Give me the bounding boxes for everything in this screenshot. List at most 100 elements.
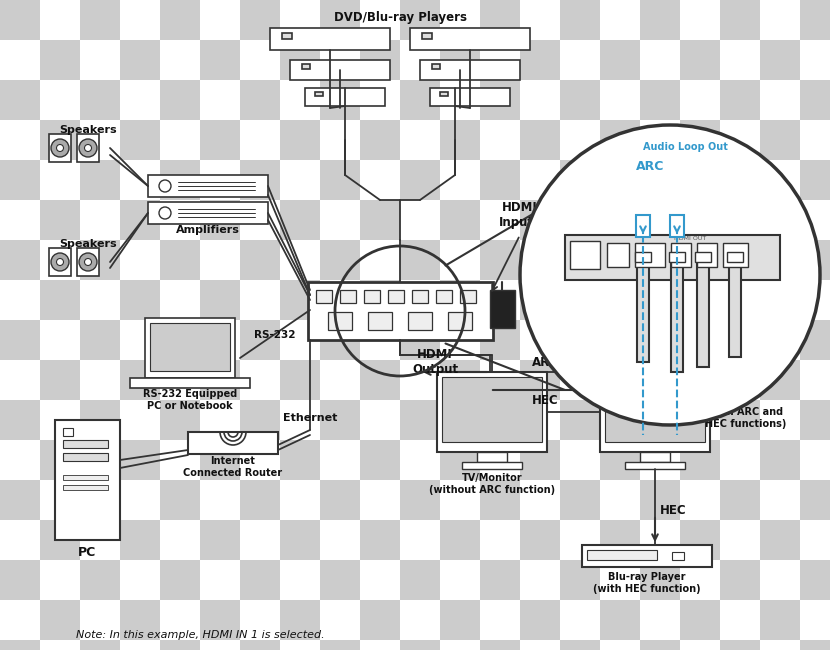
Bar [680,280,720,320]
Bar [305,88,385,106]
Bar [160,200,200,240]
Bar [600,200,640,240]
Bar [637,262,649,362]
Bar [720,40,760,80]
Bar [200,360,240,400]
Bar [400,560,440,600]
Bar [0,320,40,360]
Bar [40,520,80,560]
Bar [160,600,200,640]
Bar [640,400,680,440]
Circle shape [56,259,64,265]
Bar [640,520,680,560]
Bar [40,360,80,400]
Bar [672,552,684,560]
Bar [680,240,720,280]
Circle shape [79,253,97,271]
Bar [570,241,600,269]
Bar [600,480,640,520]
Bar [680,480,720,520]
Bar [680,160,720,200]
Bar [400,240,440,280]
Bar [320,320,360,360]
Bar [280,560,320,600]
Bar [440,0,480,40]
Bar [160,480,200,520]
Bar [40,560,80,600]
Bar [640,600,680,640]
Text: Amplifiers: Amplifiers [176,225,240,235]
Circle shape [159,207,171,219]
Bar [120,480,160,520]
Bar [800,400,830,440]
Bar [760,200,800,240]
Bar [280,360,320,400]
Bar [200,520,240,560]
Bar [490,290,515,328]
Bar [80,520,120,560]
Bar [0,120,40,160]
Bar [640,480,680,520]
Bar [280,40,320,80]
Bar [120,360,160,400]
Bar [200,160,240,200]
Bar [55,420,120,540]
Bar [80,120,120,160]
Bar [120,640,160,650]
Bar [480,160,520,200]
Bar [400,440,440,480]
Bar [0,560,40,600]
Bar [636,215,650,237]
Bar [145,318,235,378]
Bar [520,440,560,480]
Bar [720,520,760,560]
Bar [480,200,520,240]
Bar [720,120,760,160]
Text: Audio Loop Out: Audio Loop Out [642,142,727,152]
Bar [607,243,629,267]
Bar [600,280,640,320]
Bar [760,160,800,200]
Bar [800,600,830,640]
Bar [360,440,400,480]
Bar [440,40,480,80]
Bar [160,240,200,280]
Bar [290,60,390,80]
Bar [360,360,400,400]
Bar [40,160,80,200]
Bar [695,252,711,262]
Text: Speakers: Speakers [59,125,117,135]
Bar [40,440,80,480]
Bar [640,80,680,120]
Bar [80,320,120,360]
Bar [440,560,480,600]
Circle shape [520,125,820,425]
Bar [480,400,520,440]
Bar [320,480,360,520]
Bar [150,323,230,371]
Bar [120,200,160,240]
Bar [720,600,760,640]
Bar [40,640,80,650]
Bar [400,520,440,560]
Bar [200,40,240,80]
Bar [160,400,200,440]
Bar [240,600,280,640]
Bar [600,600,640,640]
Bar [320,160,360,200]
Bar [320,520,360,560]
Bar [200,200,240,240]
Bar [520,480,560,520]
Bar [130,378,250,388]
Bar [240,520,280,560]
Bar [760,0,800,40]
Bar [760,600,800,640]
Bar [440,400,480,440]
Bar [364,290,380,303]
Bar [800,240,830,280]
Bar [63,485,108,490]
Bar [80,200,120,240]
Bar [240,480,280,520]
Bar [720,160,760,200]
Bar [440,320,480,360]
